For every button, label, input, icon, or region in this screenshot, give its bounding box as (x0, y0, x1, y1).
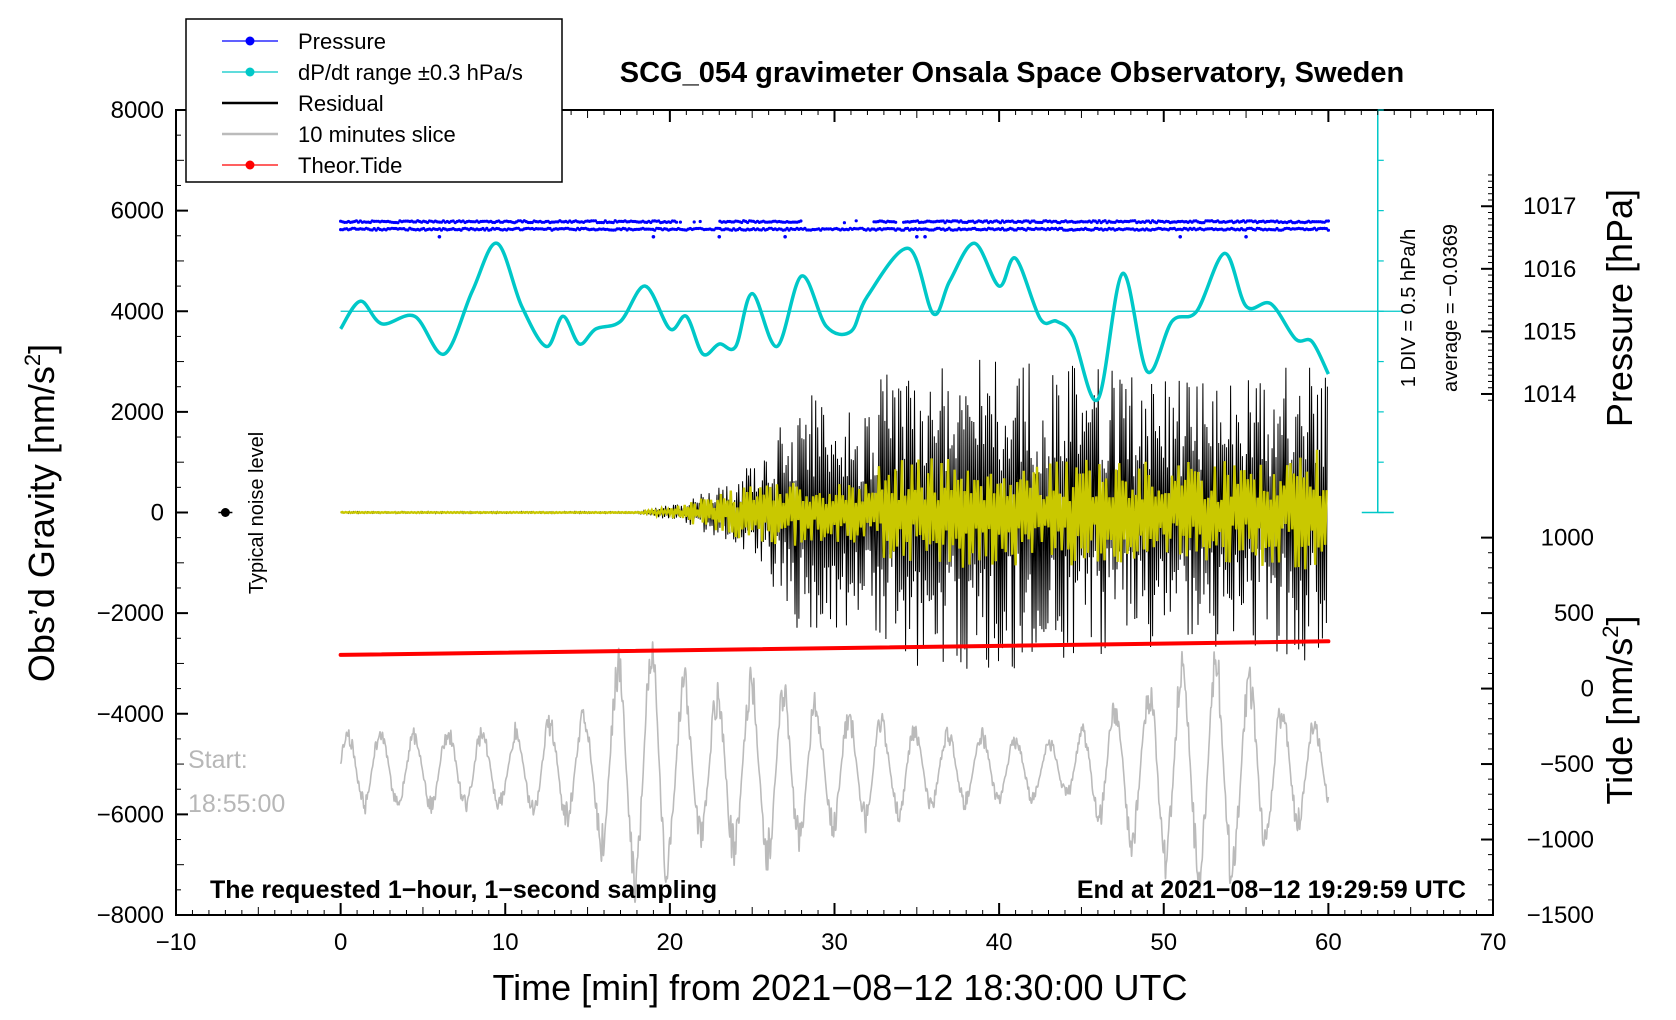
end-time-note: End at 2021−08−12 19:29:59 UTC (1077, 876, 1466, 904)
legend-label: Residual (298, 91, 384, 116)
pressure-point (1326, 219, 1330, 223)
pressure-point (854, 219, 858, 223)
y-axis-title-left-end: ] (21, 344, 62, 354)
y-tick-label: 2000 (111, 399, 164, 426)
y-axis-title-left-main: Obs’d Gravity [nm/s (21, 366, 62, 682)
y-axis-title-tide: Tide [nm/s2] (1598, 616, 1640, 805)
legend-label: dP/dt range ±0.3 hPa/s (298, 60, 523, 85)
pressure-point (437, 234, 442, 239)
legend: Pressure dP/dt range ±0.3 hPa/s Residual 10… (185, 18, 563, 183)
legend-swatch-dot (245, 160, 255, 170)
pressure-point (1326, 228, 1330, 232)
tick-layer: −10 0 10 20 30 40 50 60 70 8000 6000 4000 2000 0 −2000… (97, 97, 1594, 956)
pressure-point (842, 221, 847, 225)
pressure-point (1097, 219, 1101, 223)
tide-tick-label: 500 (1554, 600, 1594, 627)
tide-tick-label: −1500 (1527, 902, 1594, 929)
y-tick-label: 6000 (111, 198, 164, 225)
filtered-residual-series-line (340, 449, 1328, 570)
x-tick-label: 50 (1150, 929, 1177, 956)
y-tick-label: 0 (151, 500, 164, 527)
data-layer (218, 109, 1403, 904)
y-axis-title-tide-main: Tide [nm/s (1599, 638, 1640, 805)
y-axis-title-left: Obs’d Gravity [nm/s2] (20, 344, 62, 682)
chart-title: SCG_054 gravimeter Onsala Space Observat… (620, 57, 1404, 89)
legend-box (185, 18, 563, 183)
average-label: average = −0.0369 (1440, 224, 1462, 392)
x-tick-label: 60 (1315, 929, 1342, 956)
pressure-point (698, 219, 702, 224)
x-tick-label: 20 (657, 929, 684, 956)
x-tick-label: 70 (1480, 929, 1507, 956)
legend-label: Theor.Tide (298, 153, 402, 178)
pressure-tick-label: 1017 (1523, 193, 1576, 220)
pressure-point (651, 234, 656, 239)
pressure-point (1244, 234, 1248, 239)
pressure-point (1178, 234, 1183, 239)
pressure-point (799, 219, 803, 223)
pressure-point (717, 234, 722, 239)
noise-level-label: Typical noise level (246, 432, 268, 594)
y-tick-label: 8000 (111, 97, 164, 124)
legend-entries: Pressure dP/dt range ±0.3 hPa/s Residual 10… (222, 29, 523, 178)
legend-label: Pressure (298, 29, 386, 54)
y-axis-title-left-sup: 2 (20, 354, 45, 366)
y-tick-label: −8000 (97, 902, 164, 929)
tide-series-line (338, 639, 1331, 657)
legend-swatch-dot (245, 36, 255, 46)
pressure-tick-label: 1014 (1523, 381, 1576, 408)
start-time: 18:55:00 (188, 790, 285, 818)
pressure-point (678, 220, 683, 224)
pressure-point (1133, 219, 1137, 223)
start-label: Start: (188, 746, 248, 774)
tide-tick-label: 1000 (1541, 525, 1594, 552)
pressure-point (1103, 219, 1107, 223)
x-tick-label: 30 (821, 929, 848, 956)
x-tick-label: 0 (334, 929, 347, 956)
pressure-point (692, 220, 696, 224)
x-tick-label: −10 (156, 929, 197, 956)
pressure-point (1095, 221, 1099, 225)
pressure-point (611, 221, 615, 225)
pressure-point (1149, 221, 1153, 225)
slice-series-line (339, 641, 1330, 904)
pressure-point (653, 228, 657, 232)
y-tick-label: −6000 (97, 801, 164, 828)
legend-label: 10 minutes slice (298, 122, 456, 147)
pressure-point (923, 234, 927, 239)
y-axis-title-tide-sup: 2 (1598, 626, 1623, 638)
legend-swatch-dot (245, 67, 255, 77)
x-axis-title: Time [min] from 2021−08−12 18:30:00 UTC (492, 967, 1187, 1008)
pressure-point (915, 234, 919, 239)
y-axis-title-pressure: Pressure [hPa] (1599, 189, 1640, 427)
y-axis-title-tide-end: ] (1599, 616, 1640, 626)
x-tick-label: 10 (492, 929, 519, 956)
pressure-tick-label: 1015 (1523, 318, 1576, 345)
y-tick-label: −2000 (97, 600, 164, 627)
pressure-point (674, 220, 679, 224)
tide-tick-label: −1000 (1527, 827, 1594, 854)
y-tick-label: −4000 (97, 701, 164, 728)
tide-tick-label: −500 (1540, 751, 1594, 778)
dpdt-series-line (339, 241, 1330, 403)
y-tick-label: 4000 (111, 298, 164, 325)
sampling-note: The requested 1−hour, 1−second sampling (210, 876, 717, 904)
div-label: 1 DIV = 0.5 hPa/h (1398, 229, 1420, 387)
x-tick-label: 40 (986, 929, 1013, 956)
tide-tick-label: 0 (1581, 676, 1594, 703)
pressure-tick-label: 1016 (1523, 256, 1576, 283)
pressure-point (783, 234, 787, 239)
pressure-point (894, 220, 898, 224)
